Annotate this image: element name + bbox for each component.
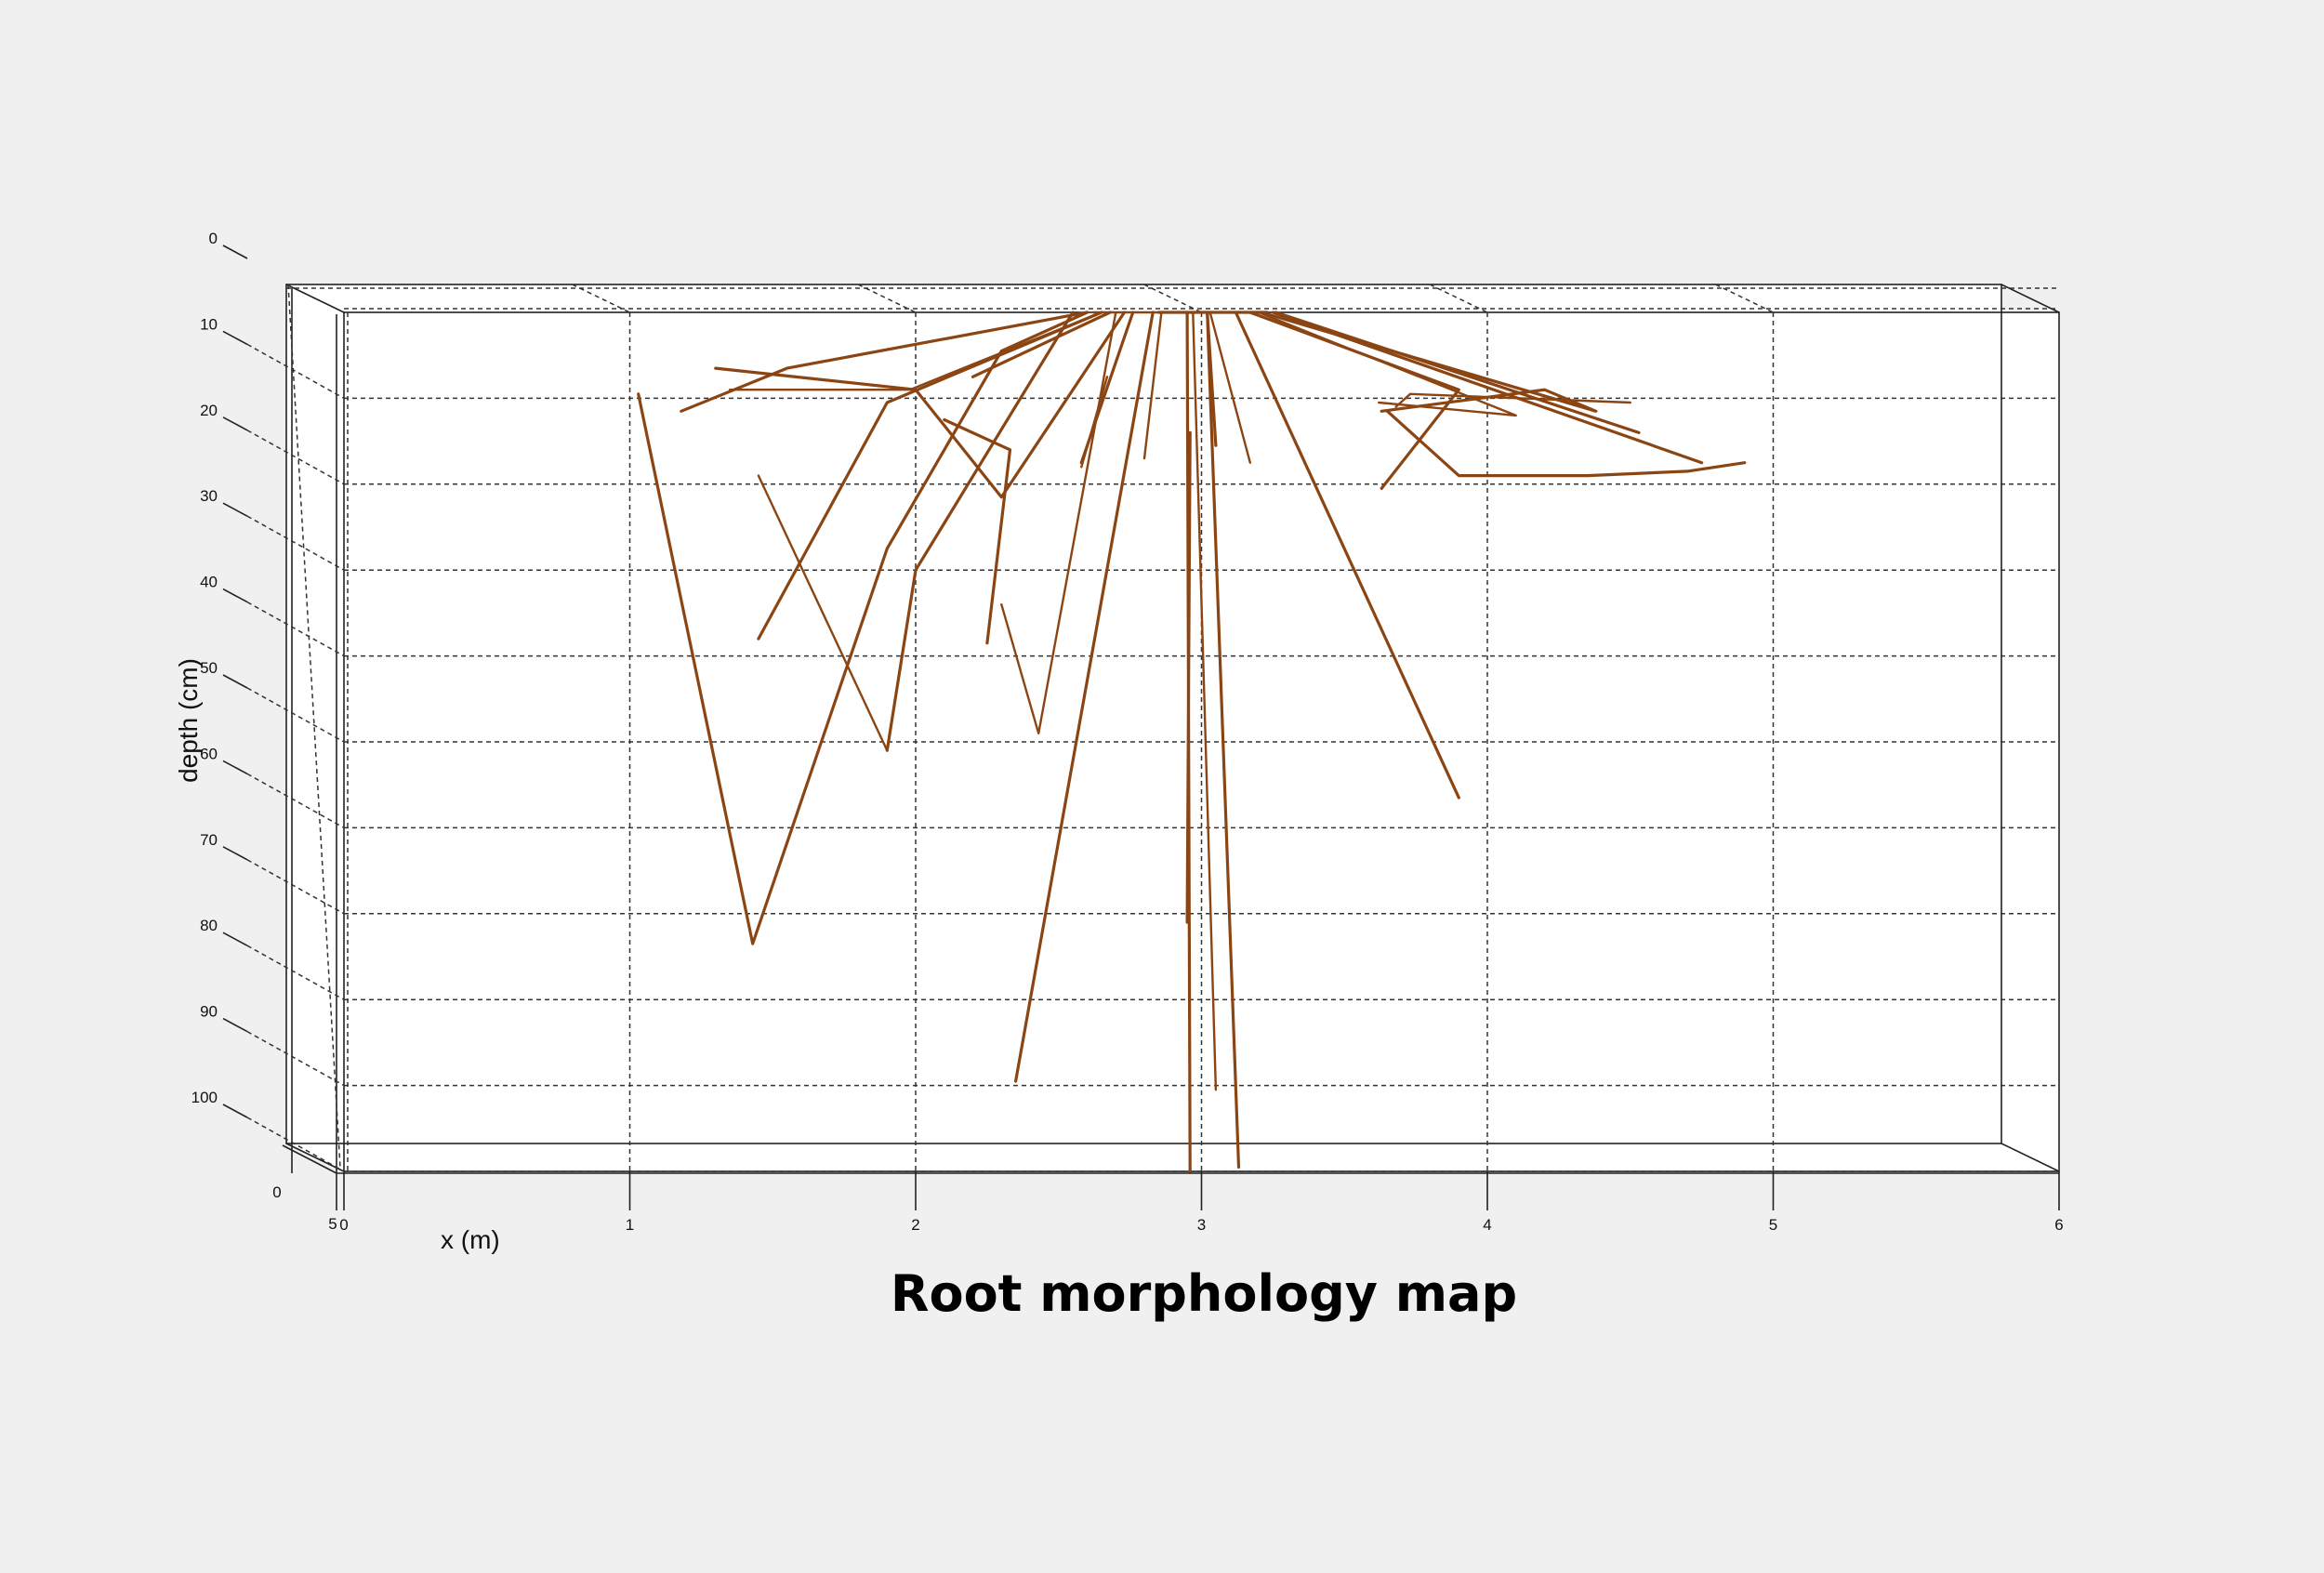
- y-tick-label: 10: [200, 315, 218, 333]
- root-series: [637, 311, 1747, 1173]
- y-tick-mark: [222, 674, 248, 689]
- x-tick-label: 1: [626, 1216, 634, 1234]
- x-axis-label: x (m): [441, 1225, 500, 1254]
- grid-line-v: [287, 284, 341, 1169]
- grid-line-depth: [246, 859, 345, 915]
- x-tick-label: 6: [2054, 1216, 2063, 1234]
- grid-line-depth: [246, 430, 345, 485]
- box-edge: [2000, 284, 2060, 313]
- grid-line-depth: [246, 343, 345, 400]
- y-tick-mark: [222, 588, 248, 603]
- side-face: [286, 284, 344, 1171]
- x-tick-label: 0: [339, 1216, 348, 1234]
- y-tick-mark: [222, 1017, 248, 1033]
- root-line-8: [943, 417, 1012, 645]
- y-tick-label: 0: [209, 230, 218, 247]
- root-line-6: [680, 311, 1089, 413]
- y-tick-label: 100: [191, 1089, 218, 1106]
- root-line-5: [714, 311, 1127, 499]
- y-tick-label: 80: [200, 917, 218, 934]
- root-line-26: [1271, 311, 1704, 465]
- root-line-1: [757, 474, 889, 752]
- root-line-19: [1208, 311, 1252, 464]
- y-tick-mark: [222, 1104, 248, 1118]
- y-tick-mark: [222, 760, 248, 775]
- root-line-9: [971, 311, 1112, 378]
- y-axis-label: depth (cm): [174, 658, 203, 783]
- root-line-20: [1234, 311, 1460, 800]
- y-tick-label: 50: [200, 659, 218, 677]
- x-tick-label: 5: [1769, 1216, 1777, 1234]
- grid-line-depth: [246, 773, 345, 829]
- grid-line-depth: [246, 945, 345, 1000]
- root-line-11: [1079, 311, 1135, 465]
- grid-line-top: [1715, 284, 1774, 313]
- plot-box: [285, 284, 2060, 1210]
- grid-line-top: [857, 284, 917, 313]
- root-line-0: [637, 311, 1089, 945]
- root-line-17: [1206, 311, 1241, 1170]
- y-tick-label: 20: [200, 402, 218, 419]
- x-tick-label: 4: [1483, 1216, 1491, 1234]
- grid-lines: [246, 284, 2059, 1172]
- grid-line-top: [572, 284, 630, 313]
- grid-line-top: [1143, 284, 1202, 313]
- chart-title: Root morphology map: [890, 1264, 1518, 1323]
- root-line-27: [1385, 409, 1747, 478]
- y-tick-mark: [222, 932, 248, 946]
- root-line-13: [1142, 311, 1163, 460]
- root-line-4: [1000, 311, 1117, 734]
- grid-line-depth: [246, 1030, 345, 1087]
- y-tick-mark: [222, 416, 248, 431]
- x-tick-label: 3: [1197, 1216, 1206, 1234]
- y-tick-mark: [222, 502, 248, 517]
- root-line-25: [1394, 392, 1632, 408]
- root-line-16: [1192, 311, 1218, 1091]
- y-tick-mark: [222, 330, 248, 346]
- z-tick-label: 0: [272, 1183, 281, 1201]
- grid-line-depth: [246, 1117, 345, 1172]
- root-line-21: [1248, 311, 1460, 491]
- grid-line-depth: [246, 687, 345, 743]
- grid-line-depth: [246, 601, 345, 657]
- y-tick-label: 40: [200, 574, 218, 591]
- y-tick-mark: [222, 245, 248, 259]
- y-tick-label: 90: [200, 1003, 218, 1021]
- root-line-15: [1185, 430, 1192, 924]
- y-tick-label: 60: [200, 745, 218, 762]
- grid-line-depth: [246, 515, 345, 571]
- root-line-2: [885, 311, 1075, 752]
- root-line-12: [1013, 311, 1155, 1083]
- box-edge: [285, 1143, 345, 1172]
- box-edge: [2000, 1143, 2060, 1172]
- box-edge: [285, 284, 345, 313]
- y-tick-label: 30: [200, 487, 218, 505]
- root-line-18: [1206, 311, 1218, 447]
- root-line-7: [728, 311, 1103, 391]
- y-tick-mark: [222, 846, 248, 861]
- z-tick-label: 5: [328, 1215, 337, 1233]
- x-tick-label: 2: [911, 1216, 919, 1234]
- z-axis-line: [282, 1144, 337, 1174]
- y-tick-label: 70: [200, 831, 218, 849]
- grid-line-top: [1429, 284, 1488, 313]
- root-line-24: [1274, 311, 1641, 434]
